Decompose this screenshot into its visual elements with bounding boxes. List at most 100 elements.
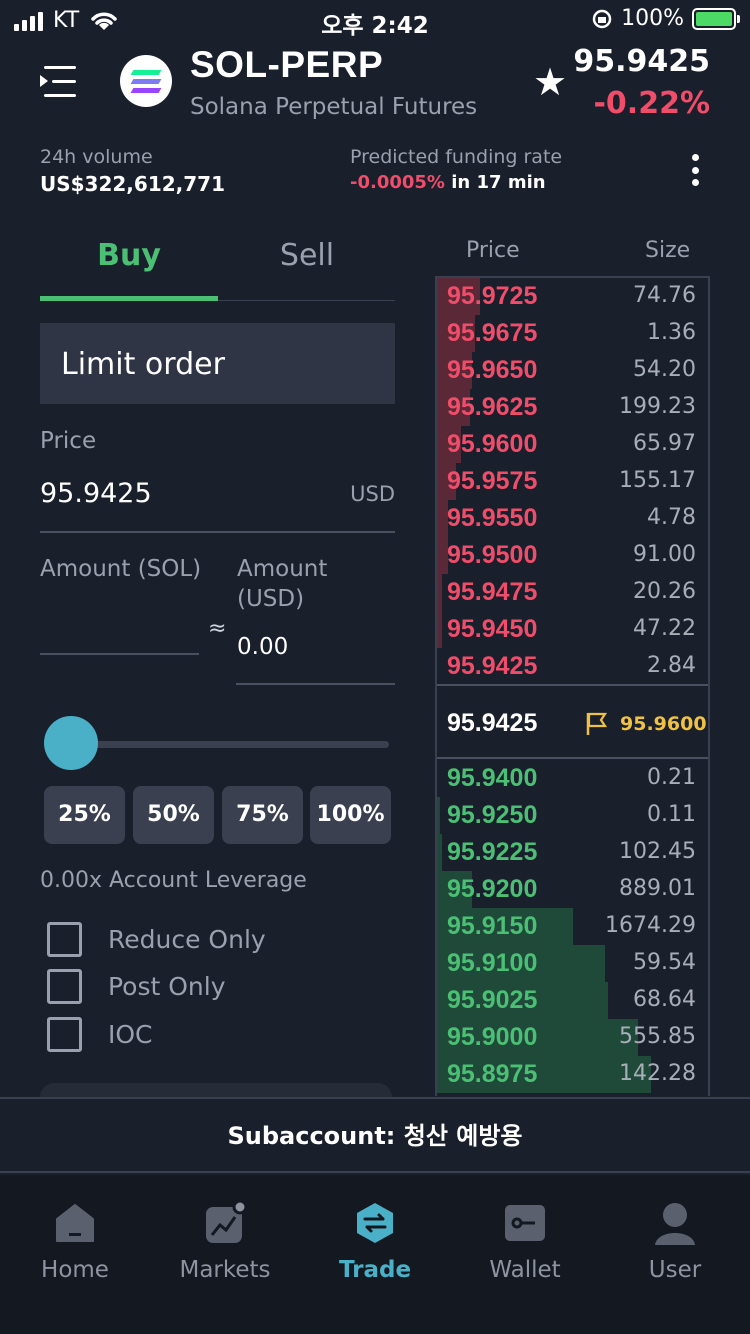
nav-home[interactable]: Home — [0, 1175, 150, 1305]
order-size: 74.76 — [633, 283, 696, 308]
order-size: 0.11 — [647, 802, 696, 827]
more-options-icon[interactable] — [690, 154, 700, 186]
amount-slider-handle[interactable] — [44, 716, 98, 770]
ask-row[interactable]: 95.9675 1.36 — [437, 315, 708, 352]
ask-row[interactable]: 95.9625 199.23 — [437, 389, 708, 426]
ask-row[interactable]: 95.9550 4.78 — [437, 500, 708, 537]
home-icon — [56, 1204, 94, 1242]
order-price: 95.9575 — [447, 467, 538, 495]
reduce-only-label[interactable]: Reduce Only — [108, 925, 266, 954]
order-price: 95.9250 — [447, 801, 538, 829]
depth-bar — [437, 982, 608, 1019]
orientation-lock-icon — [592, 9, 612, 28]
nav-trade[interactable]: Trade — [300, 1175, 450, 1305]
nav-wallet-label: Wallet — [489, 1257, 561, 1283]
bid-row[interactable]: 95.9200 889.01 — [437, 871, 708, 908]
order-price: 95.9150 — [447, 912, 538, 940]
percent-50-button[interactable]: 50% — [133, 786, 214, 844]
depth-bar — [437, 537, 448, 574]
order-price: 95.9425 — [447, 652, 538, 680]
bid-row[interactable]: 95.9225 102.45 — [437, 834, 708, 871]
depth-bar — [437, 463, 456, 500]
order-size: 4.78 — [647, 505, 696, 530]
volume-label: 24h volume — [40, 146, 153, 168]
ask-row[interactable]: 95.9450 47.22 — [437, 611, 708, 648]
reduce-only-checkbox[interactable] — [47, 922, 82, 957]
amount-usd-label-line2: (USD) — [237, 586, 305, 612]
ask-row[interactable]: 95.9500 91.00 — [437, 537, 708, 574]
price-input[interactable]: 95.9425 — [40, 478, 152, 509]
tab-divider — [218, 300, 395, 301]
ask-row[interactable]: 95.9475 20.26 — [437, 574, 708, 611]
depth-bar — [437, 500, 448, 537]
nav-wallet[interactable]: Wallet — [450, 1175, 600, 1305]
order-size: 47.22 — [633, 616, 696, 641]
ask-row[interactable]: 95.9575 155.17 — [437, 463, 708, 500]
approx-symbol: ≈ — [208, 616, 227, 641]
subaccount-selector[interactable]: Subaccount: 청산 예방용 — [0, 1097, 750, 1173]
depth-bar — [437, 352, 472, 389]
order-price: 95.9475 — [447, 578, 538, 606]
order-size: 555.85 — [619, 1024, 696, 1049]
post-only-label[interactable]: Post Only — [108, 972, 226, 1001]
orderbook-size-header: Size — [645, 238, 691, 263]
order-size: 20.26 — [633, 579, 696, 604]
funding-label: Predicted funding rate — [350, 146, 563, 168]
bid-row[interactable]: 95.8975 142.28 — [437, 1056, 708, 1093]
order-price: 95.9625 — [447, 393, 538, 421]
status-time: 오후 2:42 — [321, 13, 429, 39]
ioc-checkbox[interactable] — [47, 1017, 82, 1052]
order-size: 1674.29 — [605, 913, 696, 938]
user-icon — [655, 1203, 695, 1245]
percent-100-button[interactable]: 100% — [310, 786, 391, 844]
bid-row[interactable]: 95.9000 555.85 — [437, 1019, 708, 1056]
bid-row[interactable]: 95.9100 59.54 — [437, 945, 708, 982]
post-only-checkbox[interactable] — [47, 969, 82, 1004]
amount-sol-input[interactable] — [40, 653, 199, 655]
volume-value: US$322,612,771 — [40, 172, 225, 196]
percent-25-button[interactable]: 25% — [44, 786, 125, 844]
depth-bar — [437, 945, 605, 982]
bid-row[interactable]: 95.9400 0.21 — [437, 760, 708, 797]
ioc-label[interactable]: IOC — [108, 1020, 153, 1049]
funding-rate: -0.0005% — [350, 172, 445, 193]
order-size: 68.64 — [633, 987, 696, 1012]
ask-row[interactable]: 95.9725 74.76 — [437, 278, 708, 315]
favorite-star-icon[interactable]: ★ — [533, 60, 568, 104]
nav-markets[interactable]: Markets — [150, 1175, 300, 1305]
orderbook-mid-price: 95.9425 — [447, 709, 538, 737]
depth-bar — [437, 315, 475, 352]
ask-row[interactable]: 95.9650 54.20 — [437, 352, 708, 389]
percent-75-button[interactable]: 75% — [222, 786, 303, 844]
price-label: Price — [40, 428, 97, 454]
bid-row[interactable]: 95.9025 68.64 — [437, 982, 708, 1019]
orderbook-price-header: Price — [466, 238, 520, 263]
price-underline — [40, 531, 395, 533]
status-bar: KT 오후 2:42 100% — [0, 0, 750, 40]
amount-usd-input[interactable]: 0.00 — [237, 634, 289, 660]
funding-value: -0.0005% in 17 min — [350, 172, 546, 193]
order-price: 95.9200 — [447, 875, 538, 903]
nav-user[interactable]: User — [600, 1175, 750, 1305]
header-last-price: 95.9425 — [573, 44, 710, 79]
ask-row[interactable]: 95.9600 65.97 — [437, 426, 708, 463]
depth-bar — [437, 389, 470, 426]
carrier: KT — [53, 8, 80, 33]
depth-bar — [437, 574, 442, 611]
order-price: 95.9000 — [447, 1023, 538, 1051]
order-price: 95.9225 — [447, 838, 538, 866]
menu-icon[interactable] — [40, 62, 78, 102]
tab-sell[interactable]: Sell — [279, 238, 335, 273]
order-price: 95.9500 — [447, 541, 538, 569]
market-symbol[interactable]: SOL-PERP — [190, 44, 384, 85]
bid-row[interactable]: 95.9150 1674.29 — [437, 908, 708, 945]
order-size: 1.36 — [647, 320, 696, 345]
amount-usd-underline — [236, 683, 395, 685]
order-type-select[interactable]: Limit order — [40, 323, 395, 404]
ask-row[interactable]: 95.9425 2.84 — [437, 648, 708, 685]
amount-slider-track[interactable] — [60, 741, 389, 748]
bid-row[interactable]: 95.9250 0.11 — [437, 797, 708, 834]
amount-sol-label: Amount (SOL) — [40, 556, 202, 582]
order-price: 95.9600 — [447, 430, 538, 458]
tab-buy[interactable]: Buy — [97, 238, 161, 273]
